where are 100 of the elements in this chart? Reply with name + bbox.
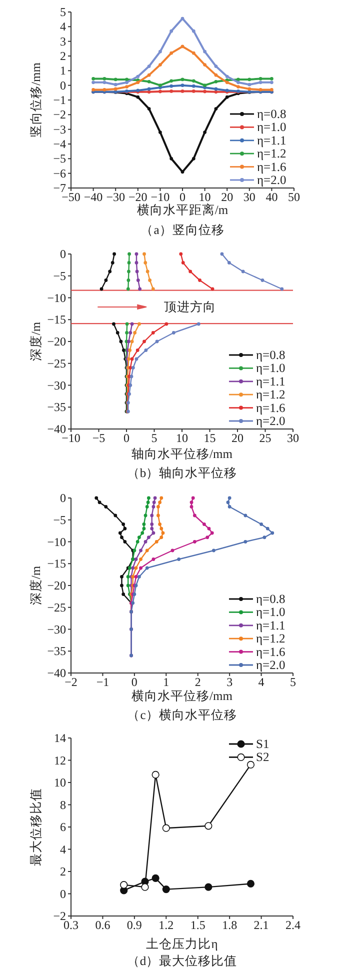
y-tick-label: −20 — [47, 578, 66, 592]
y-tick-label: −15 — [47, 312, 66, 327]
y-tick-label: 0 — [60, 78, 66, 92]
y-tick-label: 2 — [60, 49, 66, 63]
annotation: 顶进方向 — [164, 298, 216, 314]
y-tick-label: −3 — [53, 122, 66, 136]
x-tick-label: 0.6 — [95, 918, 110, 932]
x-tick-label: 0 — [124, 431, 130, 445]
y-tick-label: 4 — [60, 842, 66, 856]
y-tick-label: −40 — [47, 666, 66, 680]
x-tick-label: −1 — [96, 675, 110, 689]
x-tick-label: 5 — [290, 675, 296, 689]
x-tick-label: 1.8 — [222, 918, 238, 932]
x-tick-label: 2.4 — [286, 918, 300, 932]
point — [152, 874, 160, 882]
y-tick-label: 3 — [60, 34, 66, 48]
x-tick-label: 2 — [194, 675, 201, 689]
x-tick-label: 0.9 — [126, 918, 142, 932]
legend-label: η=0.8 — [257, 107, 286, 121]
y-tick-label: 10 — [54, 776, 66, 790]
point — [204, 822, 212, 830]
y-tick-label: 6 — [60, 820, 66, 834]
legend-label: η=2.0 — [256, 414, 286, 428]
legend-label: S1 — [256, 737, 270, 751]
y-axis-title: 竖向位移/mm — [29, 62, 43, 138]
x-tick-label: 20 — [221, 190, 234, 204]
x-tick-label: 3 — [226, 675, 233, 689]
y-tick-label: 12 — [54, 753, 66, 768]
legend-label: S2 — [256, 750, 270, 764]
legend-label: η=1.2 — [256, 388, 286, 402]
text: （a）竖向位移 — [140, 223, 224, 237]
legend-label: η=1.6 — [256, 400, 286, 415]
x-axis-title: 土仓压力比η — [146, 937, 218, 951]
y-axis-title: 最大位移比值 — [29, 788, 43, 866]
y-tick-label: 0 — [60, 491, 66, 505]
x-axis-title: 横向水平距离/m — [136, 202, 228, 217]
x-tick-label: 0 — [180, 190, 186, 204]
text: （d）最大位移比值 — [126, 954, 238, 968]
y-tick-label: −35 — [47, 644, 66, 658]
legend-label: η=1.1 — [256, 618, 286, 632]
y-tick-label: −2 — [53, 108, 66, 122]
x-tick-label: 40 — [266, 190, 278, 204]
x-tick-label: 30 — [243, 190, 256, 204]
legend-label: η=1.6 — [256, 644, 286, 659]
y-tick-label: 0 — [60, 247, 66, 261]
y-tick-label: −5 — [53, 512, 66, 527]
legend-label: η=1.2 — [256, 632, 286, 646]
y-tick-label: −30 — [47, 378, 66, 392]
y-tick-label: 0 — [60, 886, 66, 901]
legend-label: η=0.8 — [256, 348, 286, 362]
y-tick-label: −4 — [53, 137, 66, 151]
x-tick-label: −30 — [106, 190, 125, 204]
y-tick-label: 8 — [60, 798, 66, 812]
y-tick-label: −35 — [47, 400, 66, 414]
x-tick-label: 1 — [163, 675, 170, 689]
y-tick-label: −10 — [47, 290, 66, 305]
y-tick-label: −30 — [47, 622, 66, 636]
y-tick-label: 4 — [60, 20, 66, 34]
point — [204, 883, 212, 891]
y-tick-label: −6 — [53, 166, 66, 180]
x-tick-label: 2.1 — [254, 918, 269, 932]
x-tick-label: 25 — [259, 431, 272, 445]
x-tick-label: −20 — [128, 190, 148, 204]
y-tick-label: −2 — [53, 909, 66, 923]
y-tick-label: −25 — [47, 600, 66, 614]
y-tick-label: 5 — [60, 5, 66, 19]
legend-label: η=1.2 — [257, 146, 286, 161]
legend-label: η=2.0 — [257, 173, 286, 187]
legend-label: η=1.6 — [257, 160, 286, 174]
point — [141, 883, 149, 891]
x-tick-label: 5 — [151, 431, 158, 445]
point — [162, 886, 170, 894]
legend-label: η=1.0 — [257, 120, 286, 134]
x-tick-label: 30 — [287, 431, 299, 445]
x-tick-label: 10 — [176, 431, 188, 445]
x-tick-label: 0 — [131, 675, 138, 689]
x-tick-label: 1.5 — [190, 918, 206, 932]
y-tick-label: 1 — [60, 64, 66, 78]
x-tick-label: 15 — [204, 431, 216, 445]
x-tick-label: 1.2 — [158, 918, 174, 932]
legend-label: η=2.0 — [256, 658, 286, 672]
point — [246, 760, 255, 768]
legend-label: η=1.0 — [256, 605, 286, 620]
y-tick-label: −20 — [47, 334, 66, 348]
y-tick-label: 14 — [54, 731, 66, 745]
y-tick-label: −25 — [47, 356, 66, 370]
x-tick-label: 20 — [232, 431, 244, 445]
y-tick-label: −40 — [47, 422, 66, 436]
y-axis-title: 深度/m — [28, 566, 43, 606]
point — [246, 880, 255, 888]
y-tick-label: −5 — [53, 152, 66, 166]
legend-label: η=0.8 — [256, 592, 286, 606]
y-tick-label: 2 — [60, 864, 66, 878]
x-tick-label: 4 — [258, 675, 264, 689]
y-axis-title: 深度/m — [28, 322, 43, 362]
x-tick-label: 50 — [288, 190, 300, 204]
x-tick-label: −10 — [150, 190, 170, 204]
point — [162, 824, 170, 832]
x-tick-label: 10 — [198, 190, 211, 204]
x-tick-label: −40 — [84, 190, 103, 204]
